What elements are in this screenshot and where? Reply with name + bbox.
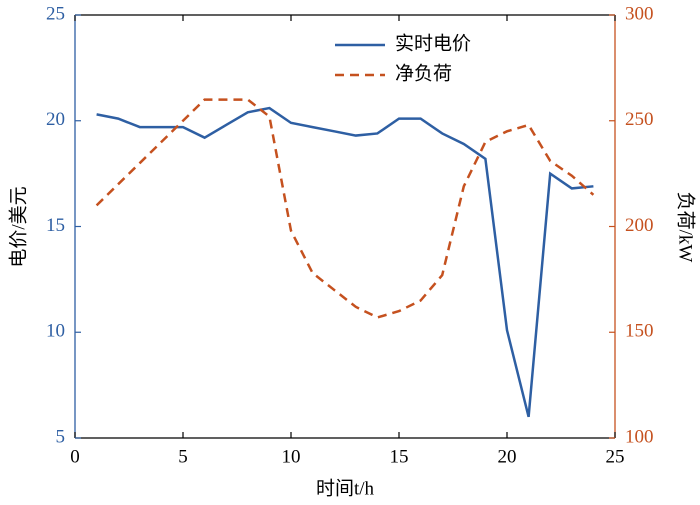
y2-tick-label: 200 [625,215,654,236]
y2-tick-label: 250 [625,109,654,130]
x-axis-label: 时间t/h [316,477,375,499]
y2-tick-label: 150 [625,321,654,342]
x-tick-label: 5 [178,446,188,467]
y2-tick-label: 300 [625,3,654,24]
y-axis-label: 电价/美元 [7,186,29,267]
x-tick-label: 20 [498,446,517,467]
legend-label: 净负荷 [395,62,452,84]
y-tick-label: 5 [56,426,66,447]
y-tick-label: 20 [46,109,65,130]
x-tick-label: 10 [282,446,301,467]
x-tick-label: 15 [390,446,409,467]
y-tick-label: 10 [46,321,65,342]
data-line [96,106,594,418]
data-line [95,98,595,319]
y-tick-label: 25 [46,3,65,24]
y2-tick-label: 100 [625,426,654,447]
x-tick-label: 25 [606,446,625,467]
legend-label: 实时电价 [395,32,471,54]
y-tick-label: 15 [46,215,65,236]
y2-axis-label: 负荷/kW [675,192,697,263]
x-tick-label: 0 [70,446,80,467]
